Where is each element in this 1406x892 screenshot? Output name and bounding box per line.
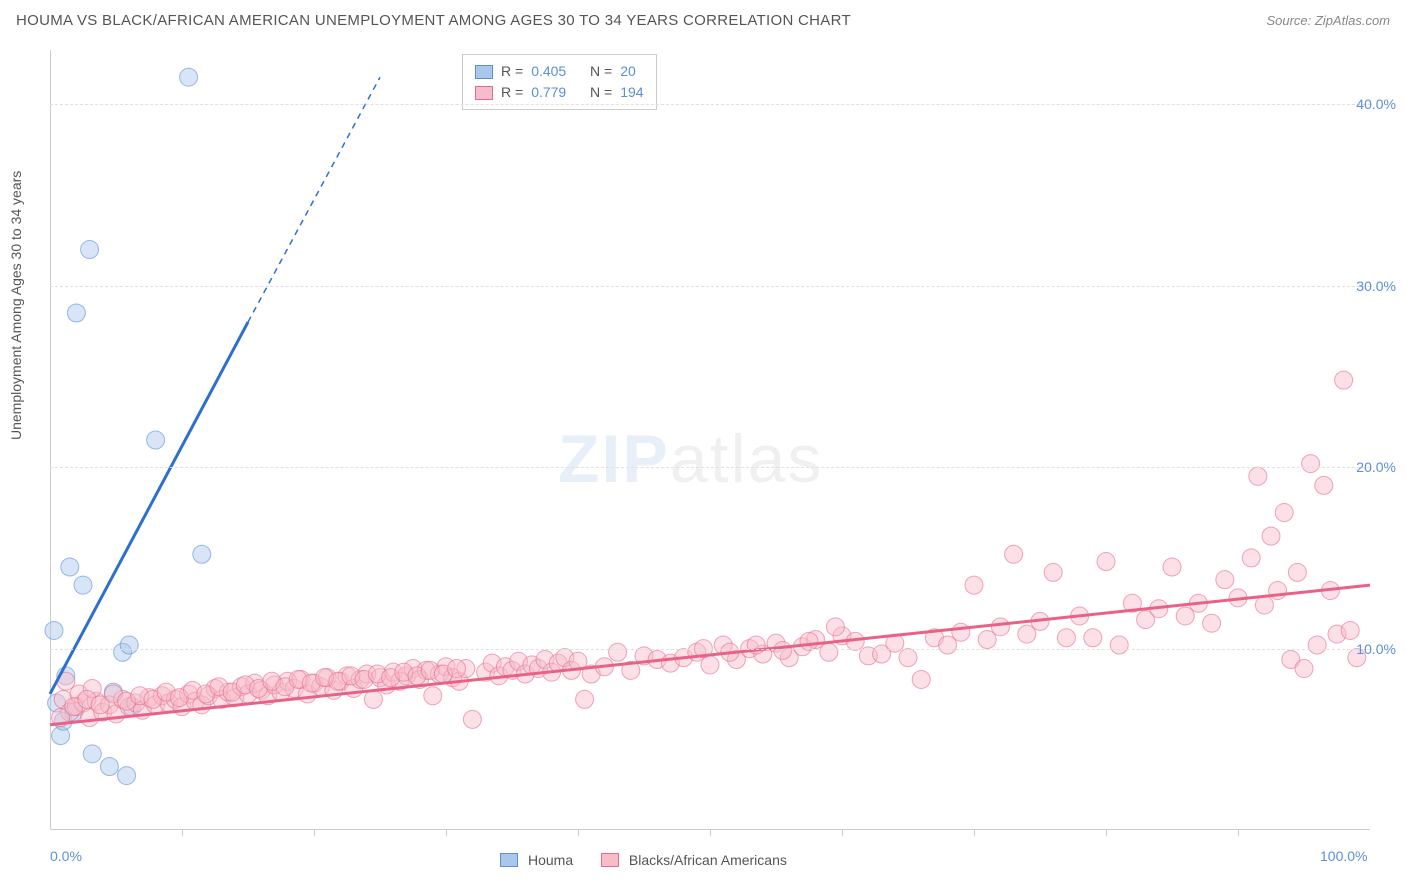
r-label: R = bbox=[501, 82, 523, 103]
ytick-label: 10.0% bbox=[1356, 641, 1396, 657]
scatter-point bbox=[1057, 629, 1075, 647]
scatter-point bbox=[193, 545, 211, 563]
legend-label-houma: Houma bbox=[528, 852, 573, 868]
scatter-point bbox=[1262, 527, 1280, 545]
scatter-point bbox=[1216, 571, 1234, 589]
gridline-h bbox=[50, 104, 1370, 105]
r-value-black: 0.779 bbox=[531, 82, 566, 103]
scatter-point bbox=[463, 710, 481, 728]
source-attribution: Source: ZipAtlas.com bbox=[1266, 13, 1390, 28]
scatter-point bbox=[180, 68, 198, 86]
scatter-point bbox=[1308, 636, 1326, 654]
ytick-label: 30.0% bbox=[1356, 278, 1396, 294]
scatter-point bbox=[701, 656, 719, 674]
scatter-point bbox=[1044, 563, 1062, 581]
n-label: N = bbox=[590, 82, 612, 103]
xtick-label: 0.0% bbox=[50, 848, 82, 864]
correlation-legend: R = 0.405 N = 20 R = 0.779 N = 194 bbox=[462, 54, 657, 110]
xtick bbox=[1106, 830, 1107, 836]
scatter-point bbox=[965, 576, 983, 594]
xtick bbox=[314, 830, 315, 836]
scatter-point bbox=[1097, 553, 1115, 571]
trend-line bbox=[50, 322, 248, 694]
scatter-point bbox=[826, 618, 844, 636]
title-bar: HOUMA VS BLACK/AFRICAN AMERICAN UNEMPLOY… bbox=[16, 12, 1390, 29]
n-value-houma: 20 bbox=[620, 61, 636, 82]
xtick bbox=[710, 830, 711, 836]
scatter-point bbox=[74, 576, 92, 594]
legend-swatch-houma bbox=[475, 65, 493, 79]
scatter-point bbox=[952, 623, 970, 641]
scatter-point bbox=[120, 636, 138, 654]
scatter-point bbox=[1335, 371, 1353, 389]
scatter-point bbox=[912, 670, 930, 688]
r-label: R = bbox=[501, 61, 523, 82]
scatter-point bbox=[61, 558, 79, 576]
scatter-point bbox=[147, 431, 165, 449]
series-legend: Houma Blacks/African Americans bbox=[500, 852, 787, 868]
legend-row-black: R = 0.779 N = 194 bbox=[475, 82, 644, 103]
scatter-svg bbox=[50, 50, 1370, 830]
scatter-point bbox=[81, 241, 99, 259]
scatter-point bbox=[45, 621, 63, 639]
gridline-h bbox=[50, 286, 1370, 287]
scatter-point bbox=[1110, 636, 1128, 654]
scatter-point bbox=[1242, 549, 1260, 567]
scatter-point bbox=[1249, 467, 1267, 485]
xtick bbox=[578, 830, 579, 836]
legend-swatch-houma-bottom bbox=[500, 853, 518, 867]
scatter-point bbox=[448, 660, 466, 678]
scatter-point bbox=[118, 767, 136, 785]
scatter-point bbox=[1341, 621, 1359, 639]
gridline-h bbox=[50, 649, 1370, 650]
scatter-point bbox=[424, 687, 442, 705]
ytick-label: 40.0% bbox=[1356, 96, 1396, 112]
trend-line bbox=[50, 585, 1370, 725]
xtick bbox=[1238, 830, 1239, 836]
scatter-point bbox=[1315, 476, 1333, 494]
scatter-point bbox=[364, 690, 382, 708]
scatter-point bbox=[1255, 596, 1273, 614]
scatter-point bbox=[1203, 614, 1221, 632]
scatter-point bbox=[1163, 558, 1181, 576]
xtick bbox=[446, 830, 447, 836]
ytick-label: 20.0% bbox=[1356, 459, 1396, 475]
legend-label-black: Blacks/African Americans bbox=[629, 852, 787, 868]
n-value-black: 194 bbox=[620, 82, 643, 103]
scatter-point bbox=[576, 690, 594, 708]
scatter-point bbox=[1275, 504, 1293, 522]
scatter-point bbox=[609, 643, 627, 661]
scatter-point bbox=[100, 758, 118, 776]
scatter-point bbox=[1288, 563, 1306, 581]
legend-swatch-black-bottom bbox=[601, 853, 619, 867]
scatter-point bbox=[774, 641, 792, 659]
y-axis-label: Unemployment Among Ages 30 to 34 years bbox=[8, 171, 24, 440]
xtick bbox=[974, 830, 975, 836]
xtick bbox=[182, 830, 183, 836]
scatter-point bbox=[83, 745, 101, 763]
chart-title: HOUMA VS BLACK/AFRICAN AMERICAN UNEMPLOY… bbox=[16, 12, 851, 29]
legend-swatch-black bbox=[475, 86, 493, 100]
scatter-point bbox=[67, 304, 85, 322]
scatter-point bbox=[1084, 629, 1102, 647]
scatter-point bbox=[1302, 455, 1320, 473]
xtick bbox=[842, 830, 843, 836]
scatter-point bbox=[820, 643, 838, 661]
gridline-h bbox=[50, 467, 1370, 468]
scatter-point bbox=[991, 618, 1009, 636]
r-value-houma: 0.405 bbox=[531, 61, 566, 82]
xtick-label: 100.0% bbox=[1320, 848, 1367, 864]
scatter-point bbox=[1005, 545, 1023, 563]
n-label: N = bbox=[590, 61, 612, 82]
scatter-point bbox=[1295, 660, 1313, 678]
legend-row-houma: R = 0.405 N = 20 bbox=[475, 61, 644, 82]
scatter-point bbox=[899, 649, 917, 667]
